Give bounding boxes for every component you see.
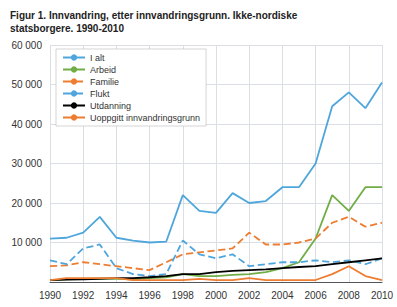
svg-text:Utdanning: Utdanning — [90, 101, 131, 111]
svg-text:2008: 2008 — [338, 290, 361, 301]
svg-text:Uoppgitt innvandringsgrunn: Uoppgitt innvandringsgrunn — [90, 113, 200, 123]
svg-text:1990: 1990 — [39, 290, 62, 301]
svg-text:1998: 1998 — [172, 290, 195, 301]
svg-text:40 000: 40 000 — [11, 119, 42, 130]
svg-text:2004: 2004 — [271, 290, 294, 301]
svg-text:20 000: 20 000 — [11, 198, 42, 209]
svg-text:1992: 1992 — [72, 290, 95, 301]
svg-text:2010: 2010 — [371, 290, 394, 301]
svg-text:statsborgere. 1990-2010: statsborgere. 1990-2010 — [10, 23, 124, 34]
svg-text:2006: 2006 — [304, 290, 327, 301]
svg-text:Familie: Familie — [90, 77, 119, 87]
svg-text:2000: 2000 — [205, 290, 228, 301]
svg-text:50 000: 50 000 — [11, 79, 42, 90]
svg-text:1996: 1996 — [138, 290, 161, 301]
svg-text:10 000: 10 000 — [11, 237, 42, 248]
svg-text:30 000: 30 000 — [11, 158, 42, 169]
svg-text:60 000: 60 000 — [11, 40, 42, 51]
svg-text:Flukt: Flukt — [90, 89, 110, 99]
svg-text:Figur 1. Innvandring, etter in: Figur 1. Innvandring, etter innvandrings… — [10, 10, 298, 21]
svg-text:I alt: I alt — [90, 53, 105, 63]
svg-text:Arbeid: Arbeid — [90, 65, 116, 75]
svg-text:1994: 1994 — [105, 290, 128, 301]
svg-text:2002: 2002 — [238, 290, 261, 301]
